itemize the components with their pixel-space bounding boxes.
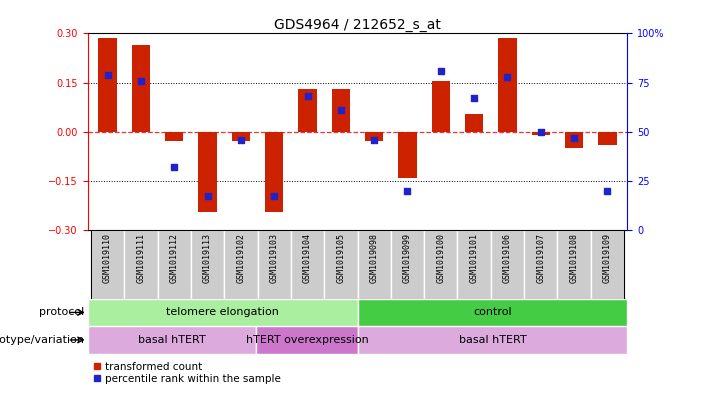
Bar (98, 38, 117, 132)
Bar (591, 230, 624, 299)
Bar (358, 326, 627, 354)
Bar (465, 114, 483, 132)
Text: GSM1019102: GSM1019102 (236, 233, 245, 283)
Text: GSM1019103: GSM1019103 (270, 233, 279, 283)
Text: control: control (473, 307, 512, 318)
Bar (232, 132, 250, 141)
Point (102, 72, 114, 78)
Bar (91, 230, 124, 299)
Text: GSM1019106: GSM1019106 (503, 233, 512, 283)
Bar (557, 230, 591, 299)
Bar (324, 230, 358, 299)
Point (402, 187, 413, 194)
Point (601, 187, 613, 194)
Bar (165, 132, 184, 141)
Bar (458, 230, 491, 299)
Point (335, 107, 346, 113)
Bar (524, 230, 557, 299)
Text: GSM1019100: GSM1019100 (436, 233, 445, 283)
Text: GSM1019109: GSM1019109 (603, 233, 612, 283)
Text: GSM1019112: GSM1019112 (170, 233, 179, 283)
Point (435, 68, 447, 74)
Bar (424, 230, 458, 299)
Point (468, 95, 479, 101)
Text: genotype/variation: genotype/variation (0, 335, 84, 345)
Bar (391, 230, 424, 299)
Bar (191, 230, 224, 299)
Text: GSM1019110: GSM1019110 (103, 233, 112, 283)
Text: telomere elongation: telomere elongation (166, 307, 279, 318)
Bar (257, 326, 358, 354)
Bar (358, 230, 391, 299)
Text: GSM1019104: GSM1019104 (303, 233, 312, 283)
Bar (398, 132, 416, 178)
Text: GSM1019113: GSM1019113 (203, 233, 212, 283)
Bar (158, 230, 191, 299)
Bar (498, 38, 517, 132)
Point (302, 93, 313, 99)
Title: GDS4964 / 212652_s_at: GDS4964 / 212652_s_at (274, 18, 441, 32)
Text: GSM1019111: GSM1019111 (137, 233, 145, 283)
Bar (291, 230, 324, 299)
Bar (132, 45, 150, 132)
Bar (598, 132, 617, 145)
Point (502, 73, 513, 80)
Point (169, 164, 180, 170)
Bar (531, 132, 550, 135)
Text: basal hTERT: basal hTERT (458, 335, 526, 345)
Legend: transformed count, percentile rank within the sample: transformed count, percentile rank withi… (93, 362, 281, 384)
Text: GSM1019108: GSM1019108 (570, 233, 578, 283)
Point (569, 134, 580, 141)
Bar (198, 132, 217, 212)
Bar (332, 89, 350, 132)
Text: GSM1019099: GSM1019099 (403, 233, 412, 283)
Bar (565, 132, 583, 148)
Text: GSM1019107: GSM1019107 (536, 233, 545, 283)
Point (369, 136, 380, 143)
Point (236, 136, 247, 143)
Point (268, 193, 280, 200)
Point (202, 193, 213, 200)
Text: GSM1019105: GSM1019105 (336, 233, 346, 283)
Bar (358, 299, 627, 326)
Bar (299, 89, 317, 132)
Text: GSM1019101: GSM1019101 (470, 233, 479, 283)
Bar (265, 132, 283, 212)
Bar (365, 132, 383, 141)
Bar (88, 326, 257, 354)
Bar (224, 230, 257, 299)
Bar (257, 230, 291, 299)
Point (535, 129, 546, 135)
Text: basal hTERT: basal hTERT (138, 335, 206, 345)
Bar (88, 299, 358, 326)
Text: GSM1019098: GSM1019098 (369, 233, 379, 283)
Point (135, 77, 147, 84)
Bar (432, 81, 450, 132)
Bar (124, 230, 158, 299)
Bar (491, 230, 524, 299)
Text: protocol: protocol (39, 307, 84, 318)
Text: hTERT overexpression: hTERT overexpression (245, 335, 368, 345)
